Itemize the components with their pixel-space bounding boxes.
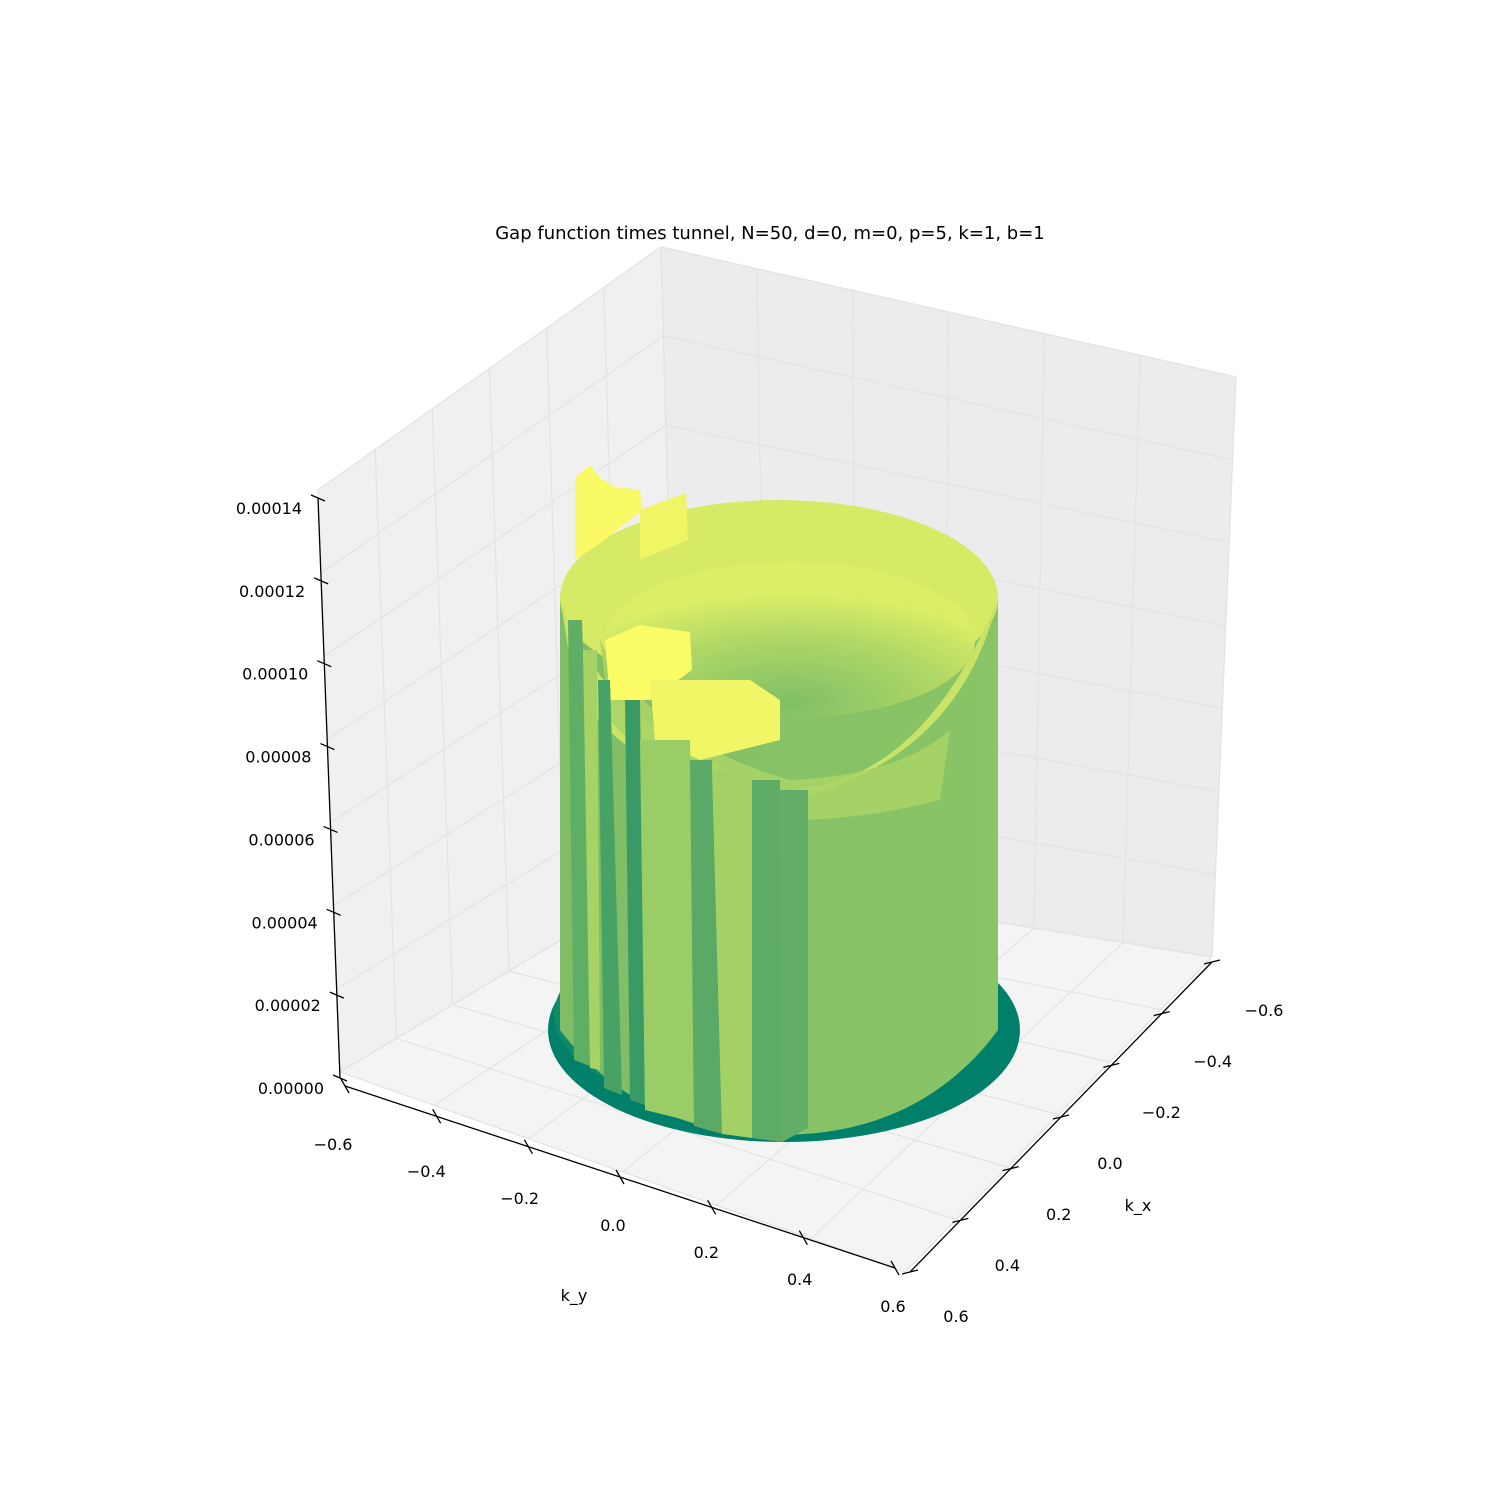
y-tick-label: −0.2 [500,1189,539,1208]
x-tick-label: 0.2 [1046,1205,1071,1224]
surface-spike-1 [575,465,642,560]
z-tick-label: 0.00002 [255,996,321,1015]
y-tick-label: −0.4 [407,1162,446,1181]
x-tick-label: 0.0 [1097,1154,1122,1173]
surface-strip-7 [752,780,782,1142]
y-axis-label: k_y [561,1286,588,1306]
surface-strip-6 [712,770,752,1138]
surface-strip-3 [625,700,645,1105]
x-axis-label: k_x [1125,1196,1152,1216]
wall-gridline-vertical [431,408,454,1005]
x-tick-label: −0.6 [1245,1001,1284,1020]
z-tick-label: 0.00010 [242,665,308,684]
x-tick-label: −0.4 [1193,1052,1232,1071]
surface-plot [548,465,1020,1142]
z-tick-label: 0.00004 [252,913,318,932]
y-tick-label: 0.6 [880,1297,905,1316]
z-tick-label: 0.00014 [236,499,302,518]
y-tick-label: 0.2 [694,1243,719,1262]
z-tick-label: 0.00012 [239,582,305,601]
y-axis-line [344,1085,896,1269]
surface-strip-8 [780,790,808,1142]
surface-strip-4 [640,740,694,1122]
wall-gridline-vertical [374,449,397,1039]
y-tick-label: −0.6 [314,1135,353,1154]
axes [310,494,1221,1276]
back-gridline-vertical [1211,376,1237,958]
surface-strip-2 [598,680,622,1095]
z-tick-label: 0.00008 [245,748,311,767]
z-tick-label: 0.00006 [248,830,314,849]
floor-gridline-x [339,1071,906,1273]
chart-title: Gap function times tunnel, N=50, d=0, m=… [495,223,1045,244]
back-gridline-vertical [1033,333,1045,929]
z-tick-label: 0.00000 [258,1079,324,1098]
x-tick-label: 0.4 [995,1256,1020,1275]
y-tick-label: 0.4 [787,1270,812,1289]
tick-labels: −0.6−0.4−0.20.00.20.40.6−0.6−0.4−0.20.00… [236,499,1284,1326]
surface-rim-inner [605,562,975,718]
x-tick-label: −0.2 [1142,1103,1181,1122]
x-tick-label: 0.6 [943,1307,968,1326]
x-axis-line [909,961,1213,1273]
surface-strip-9 [583,650,600,1070]
back-gridline-vertical [1122,355,1141,943]
surface-spike-2 [640,493,688,560]
y-tick-label: 0.0 [600,1216,625,1235]
wall-gridline-vertical [488,368,510,972]
z-axis-line [317,497,341,1079]
surface-strip-5 [690,760,722,1134]
